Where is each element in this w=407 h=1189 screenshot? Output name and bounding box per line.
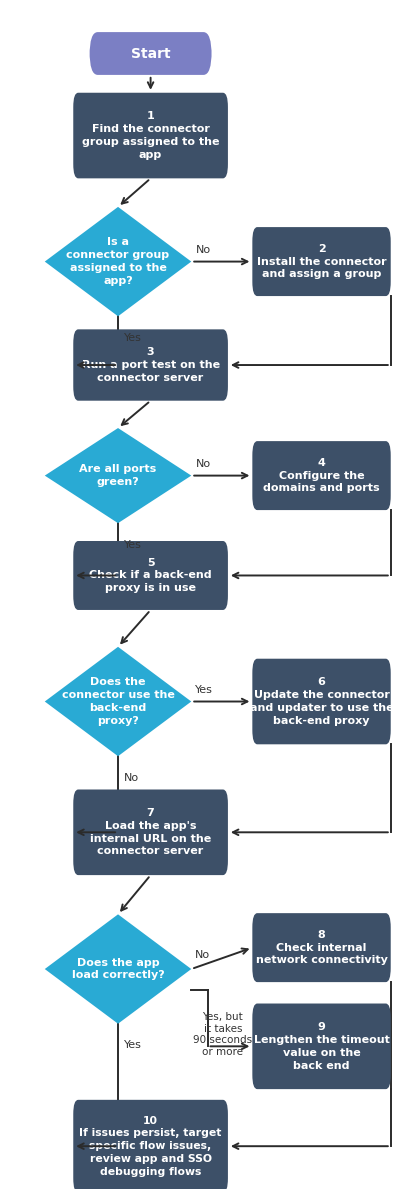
FancyBboxPatch shape xyxy=(252,1004,391,1089)
Text: 10
If issues persist, target
specific flow issues,
review app and SSO
debugging : 10 If issues persist, target specific fl… xyxy=(79,1115,222,1177)
FancyBboxPatch shape xyxy=(73,789,228,875)
FancyBboxPatch shape xyxy=(73,541,228,610)
Polygon shape xyxy=(45,207,191,316)
Text: Does the
connector use the
back-end
proxy?: Does the connector use the back-end prox… xyxy=(61,678,175,725)
Text: Yes: Yes xyxy=(195,685,213,694)
Text: No: No xyxy=(124,773,139,782)
Text: Are all ports
green?: Are all ports green? xyxy=(79,464,157,487)
FancyBboxPatch shape xyxy=(90,32,212,75)
Text: 6
Update the connector
and updater to use the
back-end proxy: 6 Update the connector and updater to us… xyxy=(250,678,393,725)
FancyBboxPatch shape xyxy=(73,1100,228,1189)
FancyBboxPatch shape xyxy=(252,441,391,510)
Text: No: No xyxy=(196,245,211,254)
Polygon shape xyxy=(45,914,191,1024)
Text: Yes, but
it takes
90 seconds
or more: Yes, but it takes 90 seconds or more xyxy=(193,1012,252,1057)
Text: 4
Configure the
domains and ports: 4 Configure the domains and ports xyxy=(263,458,380,493)
Text: 3
Run a port test on the
connector server: 3 Run a port test on the connector serve… xyxy=(81,347,220,383)
Text: 1
Find the connector
group assigned to the
app: 1 Find the connector group assigned to t… xyxy=(82,112,219,159)
Text: 5
Check if a back-end
proxy is in use: 5 Check if a back-end proxy is in use xyxy=(89,558,212,593)
Text: No: No xyxy=(195,950,210,960)
Text: Start: Start xyxy=(131,46,171,61)
FancyBboxPatch shape xyxy=(252,659,391,744)
Text: Yes: Yes xyxy=(124,333,142,342)
FancyBboxPatch shape xyxy=(73,329,228,401)
FancyBboxPatch shape xyxy=(252,913,391,982)
FancyBboxPatch shape xyxy=(252,227,391,296)
Text: Is a
connector group
assigned to the
app?: Is a connector group assigned to the app… xyxy=(66,238,170,285)
FancyBboxPatch shape xyxy=(73,93,228,178)
Text: Does the app
load correctly?: Does the app load correctly? xyxy=(72,957,164,981)
Text: Yes: Yes xyxy=(124,1040,142,1050)
Text: 7
Load the app's
internal URL on the
connector server: 7 Load the app's internal URL on the con… xyxy=(90,809,211,856)
Text: No: No xyxy=(196,459,211,468)
Polygon shape xyxy=(45,428,191,523)
Polygon shape xyxy=(45,647,191,756)
Text: 9
Lengthen the timeout
value on the
back end: 9 Lengthen the timeout value on the back… xyxy=(254,1023,389,1070)
Text: 8
Check internal
network connectivity: 8 Check internal network connectivity xyxy=(256,930,387,965)
Text: 2
Install the connector
and assign a group: 2 Install the connector and assign a gro… xyxy=(257,244,386,279)
Text: Yes: Yes xyxy=(124,540,142,549)
